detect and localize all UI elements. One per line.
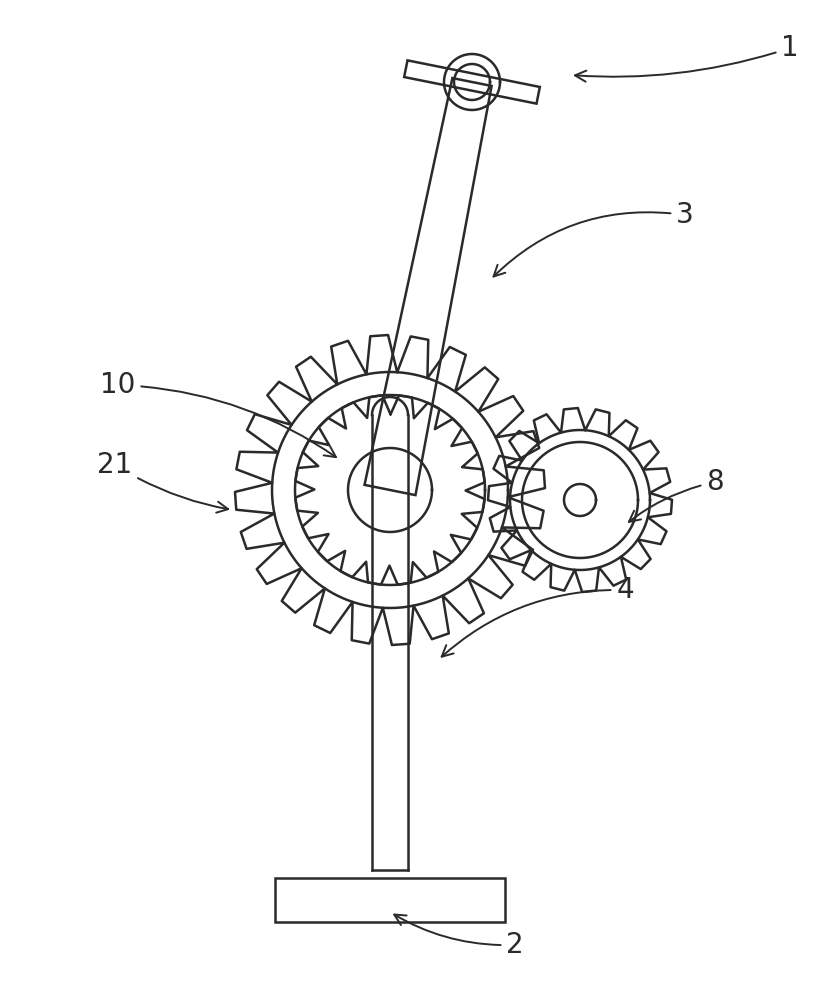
Text: 8: 8 [629, 468, 724, 522]
Text: 21: 21 [98, 451, 228, 513]
Text: 1: 1 [575, 34, 799, 82]
Text: 10: 10 [100, 371, 336, 457]
Text: 4: 4 [442, 576, 633, 657]
Bar [275, 878, 505, 922]
Text: 2: 2 [394, 915, 523, 959]
Text: 3: 3 [494, 201, 694, 277]
